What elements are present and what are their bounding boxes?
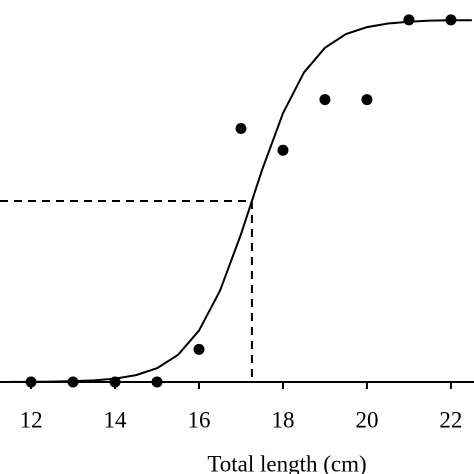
x-tick-label: 16 [188, 407, 211, 432]
data-point [151, 376, 163, 388]
x-tick-label: 14 [104, 407, 128, 432]
x-tick-label: 22 [439, 407, 462, 432]
data-point [235, 123, 247, 135]
data-point [193, 343, 205, 355]
x-tick-label: 20 [355, 407, 378, 432]
data-point [403, 14, 415, 26]
data-point [277, 144, 289, 156]
fitted-curve [10, 19, 472, 383]
x-tick-label: 12 [20, 407, 43, 432]
data-point [361, 94, 373, 106]
data-point [319, 94, 331, 106]
x-tick-label: 18 [271, 407, 294, 432]
x-axis-label: Total length (cm) [207, 451, 366, 474]
